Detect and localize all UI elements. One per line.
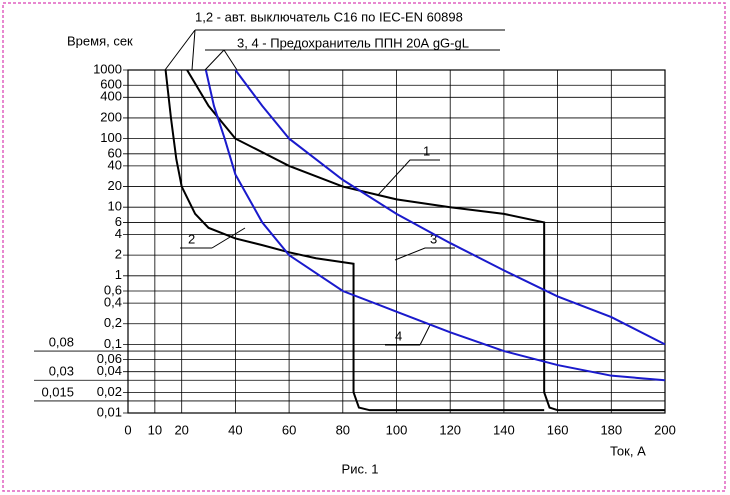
series-label: 2 (188, 231, 195, 246)
y-tick-label: 0,01 (97, 404, 122, 419)
y-tick-label: 0,03 (49, 364, 74, 379)
y-tick-label: 40 (108, 157, 122, 172)
x-tick-label: 20 (174, 422, 188, 437)
y-tick-label: 0,02 (97, 384, 122, 399)
y-tick-label: 100 (100, 130, 122, 145)
y-tick-label: 0,015 (41, 384, 74, 399)
y-tick-label: 200 (100, 109, 122, 124)
y-tick-label: 600 (100, 77, 122, 92)
series-line (164, 69, 545, 412)
legend-1: 1,2 - авт. выключатель C16 по IEC-EN 608… (195, 9, 463, 24)
x-tick-label: 140 (493, 422, 515, 437)
y-tick-label: 0,6 (104, 282, 122, 297)
series-line (186, 69, 665, 412)
series-label: 3 (430, 231, 437, 246)
y-tick-label: 6 (115, 214, 122, 229)
y-tick-label: 60 (108, 145, 122, 160)
x-tick-label: 80 (336, 422, 350, 437)
y-tick-label: 400 (100, 89, 122, 104)
y-tick-label: 20 (108, 178, 122, 193)
series-label: 1 (423, 143, 430, 158)
y-tick-label: 0,2 (104, 315, 122, 330)
y-label: Время, сек (67, 33, 133, 48)
y-tick-label: 0,1 (104, 336, 122, 351)
x-tick-label: 40 (228, 422, 242, 437)
y-tick-label: 1 (115, 267, 122, 282)
x-tick-label: 60 (282, 422, 296, 437)
legend-2: 3, 4 - Предохранитель ППН 20А gG-gL (237, 35, 469, 50)
leaders (164, 29, 505, 346)
y-tick-label: 10 (108, 199, 122, 214)
y-tick-label: 0,06 (97, 351, 122, 366)
x-tick-label: 0 (124, 422, 131, 437)
y-tick-label: 0,4 (104, 295, 122, 310)
series-line (204, 69, 666, 382)
y-tick-label: 4 (115, 226, 122, 241)
series-line (234, 69, 666, 346)
x-tick-label: 180 (600, 422, 622, 437)
title: Рис. 1 (342, 461, 379, 476)
x-tick-label: 10 (148, 422, 162, 437)
y-tick-label: 0,08 (49, 334, 74, 349)
x-tick-label: 200 (654, 422, 676, 437)
y-tick-label: 0,04 (97, 363, 122, 378)
y-tick-label: 1000 (93, 61, 122, 76)
x-tick-label: 160 (547, 422, 569, 437)
series-label: 4 (395, 328, 402, 343)
y-tick-label: 2 (115, 247, 122, 262)
x-label: Ток, А (610, 443, 646, 458)
plot-frame (127, 69, 666, 414)
x-tick-label: 100 (386, 422, 408, 437)
x-tick-label: 120 (439, 422, 461, 437)
